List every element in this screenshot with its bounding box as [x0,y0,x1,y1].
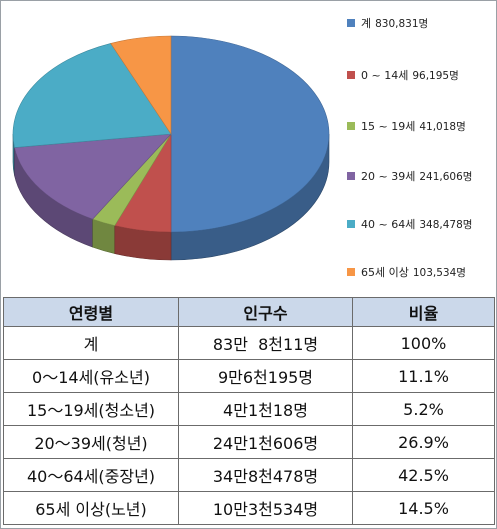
legend-value: 830,831명 [375,17,429,30]
table-cell: 11.1% [352,359,495,393]
legend: 계 830,831명 0 ~ 14세 96,195명 15 ~ 19세 41,018명 20… [347,1,497,291]
table-cell: 4만1천18명 [178,392,353,426]
data-table-wrap: 연령별 인구수 비율 계 83만 8천11명 100% 0～14세(유소년) 9만6천195… [3,297,495,525]
table-cell: 26.9% [352,425,495,459]
table-cell: 65세 이상(노년) [3,491,179,525]
table-row: 20～39세(청년) 24만1천606명 26.9% [3,425,495,459]
legend-item-4: 40 ~ 64세 348,478명 [347,216,472,232]
table-cell: 0～14세(유소년) [3,359,179,393]
table-cell: 10만3천534명 [178,491,353,525]
table-cell: 20～39세(청년) [3,425,179,459]
table-row: 0～14세(유소년) 9만6천195명 11.1% [3,359,495,393]
data-table: 연령별 인구수 비율 계 83만 8천11명 100% 0～14세(유소년) 9만6천195… [3,297,495,525]
table-body: 계 83만 8천11명 100% 0～14세(유소년) 9만6천195명 11.1% 15～… [3,326,495,525]
legend-swatch [347,268,355,276]
legend-value: 41,018명 [419,120,466,133]
table-row: 계 83만 8천11명 100% [3,326,495,360]
legend-value: 96,195명 [412,69,459,82]
legend-label: 20 ~ 39세 [361,170,416,183]
table-row: 40～64세(중장년) 34만8천478명 42.5% [3,458,495,492]
legend-label: 0 ~ 14세 [361,69,409,82]
legend-label: 40 ~ 64세 [361,218,416,231]
table-cell: 계 [3,326,179,360]
table-row: 65세 이상(노년) 10만3천534명 14.5% [3,491,495,525]
table-cell: 9만6천195명 [178,359,353,393]
legend-label: 계 [361,17,372,30]
table-header-row: 연령별 인구수 비율 [3,297,495,327]
table-cell: 40～64세(중장년) [3,458,179,492]
table-cell: 24만1천606명 [178,425,353,459]
legend-swatch [347,71,355,79]
table-cell: 5.2% [352,392,495,426]
legend-value: 103,534명 [412,266,466,279]
table-cell: 15～19세(청소년) [3,392,179,426]
table-header-cell: 연령별 [3,297,179,327]
legend-swatch [347,172,355,180]
legend-item-5: 65세 이상 103,534명 [347,264,466,280]
table-row: 15～19세(청소년) 4만1천18명 5.2% [3,392,495,426]
legend-swatch [347,122,355,130]
legend-value: 241,606명 [419,170,473,183]
legend-item-1: 0 ~ 14세 96,195명 [347,67,459,83]
legend-swatch [347,19,355,27]
pie-slice-0 [170,35,330,233]
legend-value: 348,478명 [419,218,473,231]
table-cell: 100% [352,326,495,360]
table-cell: 42.5% [352,458,495,492]
pie-slice-5 [110,35,172,135]
pie-slice-4 [12,43,172,148]
table-header-cell: 인구수 [178,297,353,327]
legend-label: 65세 이상 [361,266,409,279]
pie-chart-3d [12,35,330,261]
table-header-cell: 비율 [352,297,495,327]
legend-label: 15 ~ 19세 [361,120,416,133]
table-cell: 34만8천478명 [178,458,353,492]
pie-slice-3 [14,133,172,220]
table-cell: 83만 8천11명 [178,326,353,360]
table-cell: 14.5% [352,491,495,525]
legend-item-0: 계 830,831명 [347,15,428,31]
legend-swatch [347,220,355,228]
legend-item-2: 15 ~ 19세 41,018명 [347,118,466,134]
legend-item-3: 20 ~ 39세 241,606명 [347,168,472,184]
